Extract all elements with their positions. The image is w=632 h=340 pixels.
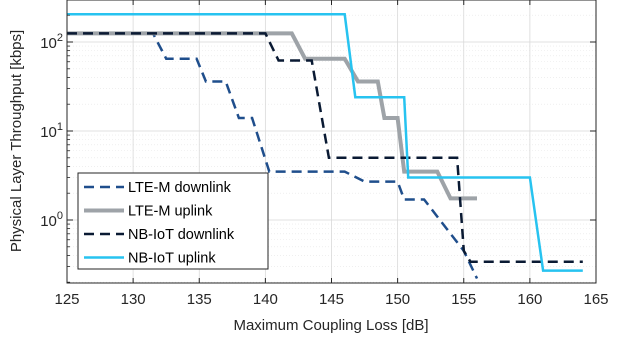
series-line-lte-m-downlink xyxy=(67,32,479,280)
x-tick-label: 160 xyxy=(517,291,542,308)
legend-entry-label: LTE-M downlink xyxy=(128,180,232,196)
x-tick-label: 140 xyxy=(253,291,278,308)
x-tick-label: 145 xyxy=(319,291,344,308)
x-tick-label: 165 xyxy=(583,291,608,308)
x-tick-label: 155 xyxy=(451,291,476,308)
x-axis-label: Maximum Coupling Loss [dB] xyxy=(233,317,428,334)
legend-box xyxy=(77,172,269,270)
series-layer xyxy=(67,13,583,280)
ticks-layer: 125 130 135 140 145 150 155 160 165 100 101 102 xyxy=(40,0,609,308)
x-tick-label: 130 xyxy=(121,291,146,308)
y-tick-label: 100 xyxy=(40,210,63,230)
x-tick-label: 125 xyxy=(54,291,79,308)
x-tick-label: 150 xyxy=(385,291,410,308)
x-tick-label: 135 xyxy=(187,291,212,308)
y-axis-label: Physical Layer Throughput [kbps] xyxy=(8,30,25,252)
y-tick-label: 101 xyxy=(40,121,63,141)
series-line-lte-m-uplink xyxy=(67,31,477,201)
series-line-nb-iot-uplink xyxy=(67,13,583,272)
series-line-nb-iot-downlink xyxy=(67,32,583,263)
y-tick-label: 102 xyxy=(40,32,63,52)
legend-entry-label: NB-IoT uplink xyxy=(128,251,216,267)
major-grid xyxy=(67,0,596,283)
legend-entry-label: LTE-M uplink xyxy=(128,204,213,220)
legend: LTE-M downlink LTE-M uplink NB-IoT downlin… xyxy=(77,172,269,270)
legend-entry-label: NB-IoT downlink xyxy=(128,227,235,243)
